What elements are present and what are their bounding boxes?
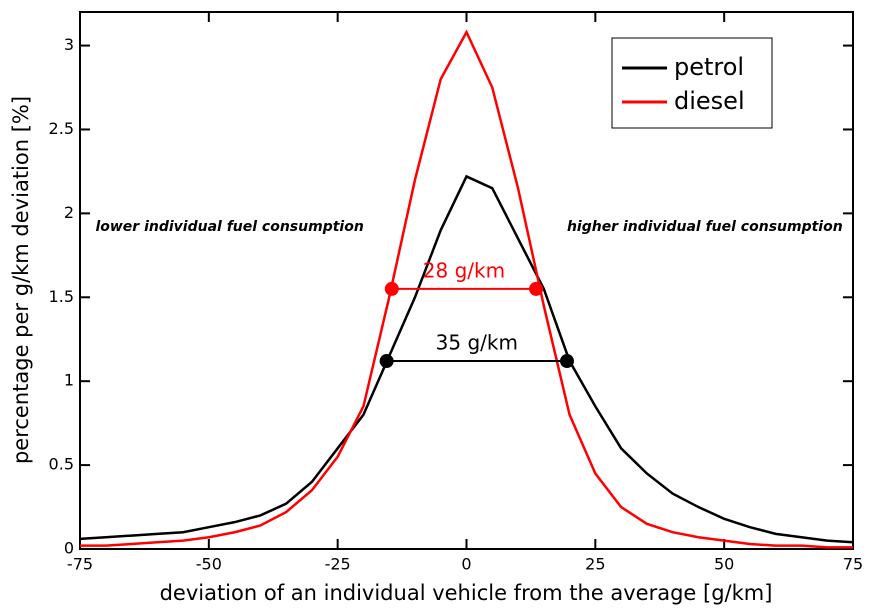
side-note: higher individual fuel consumption [567, 219, 843, 235]
side-note: lower individual fuel consumption [95, 219, 363, 235]
x-tick-label: 0 [461, 555, 471, 574]
width-label: 28 g/km [423, 258, 505, 282]
line-series [79, 174, 854, 544]
x-tick-label: 50 [714, 555, 734, 574]
x-tick-label: -25 [325, 555, 351, 574]
y-tick-label: 2 [64, 203, 74, 222]
y-tick-label: 0.5 [49, 455, 74, 474]
legend-label: petrol [674, 53, 744, 81]
x-tick-label: 75 [843, 555, 863, 574]
x-axis-label: deviation of an individual vehicle from … [160, 581, 773, 605]
width-marker [529, 281, 544, 296]
width-label: 35 g/km [436, 331, 518, 355]
y-tick-label: 2.5 [49, 119, 74, 138]
legend-box [611, 37, 773, 129]
y-tick-label: 3 [64, 35, 74, 54]
y-tick-label: 1 [64, 371, 74, 390]
width-marker [379, 354, 394, 369]
x-tick-label: 25 [585, 555, 605, 574]
y-tick-label: 0 [64, 539, 74, 558]
x-tick-label: -75 [67, 555, 93, 574]
line-series [80, 29, 853, 549]
width-marker [384, 281, 399, 296]
y-tick-label: 1.5 [49, 287, 74, 306]
width-marker [559, 354, 574, 369]
legend-label: diesel [674, 87, 745, 115]
x-tick-label: -50 [196, 555, 222, 574]
y-axis-label: percentage per g/km deviation [%] [9, 96, 33, 464]
